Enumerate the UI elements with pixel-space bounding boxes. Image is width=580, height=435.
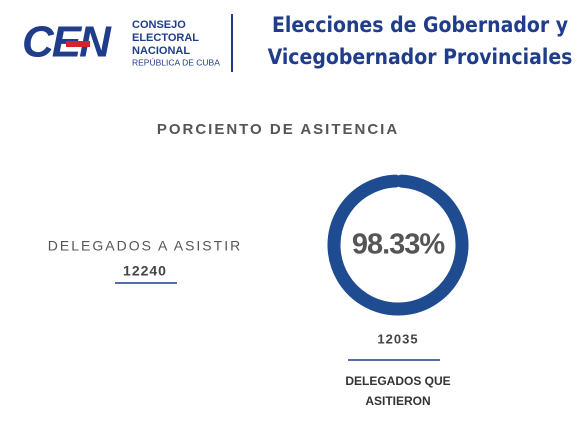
right-label: DELEGADOS QUE (345, 374, 450, 388)
logo-stripe (66, 41, 90, 47)
logo-line: CONSEJO (132, 19, 186, 31)
logo-line: ELECTORAL (132, 32, 199, 44)
right-label: ASITIERON (365, 394, 430, 408)
donut-arc (327, 174, 469, 316)
title-line: Elecciones de Gobernador y (272, 13, 568, 37)
title-line: Vicegobernador Provinciales (268, 45, 573, 69)
chart-title: PORCIENTO DE ASITENCIA (157, 121, 399, 138)
left-label: DELEGADOS A ASISTIR (48, 238, 242, 254)
donut-label: 98.33% (352, 229, 446, 261)
logo-line: NACIONAL (132, 45, 190, 57)
logo-sub: REPÚBLICA DE CUBA (132, 57, 220, 67)
left-value: 12240 (123, 263, 167, 279)
right-value: 12035 (377, 331, 418, 346)
